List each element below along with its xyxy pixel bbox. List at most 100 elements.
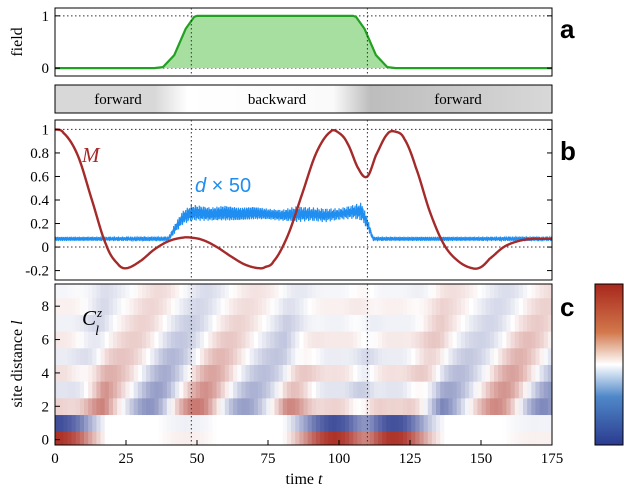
heatmap-cell [262, 381, 267, 399]
heatmap-cell [216, 284, 222, 299]
heatmap-cell [170, 381, 176, 399]
heatmap-cell [419, 414, 425, 432]
heatmap-cell [506, 284, 512, 299]
heatmap-cell [386, 414, 392, 432]
heatmap-cell [241, 364, 247, 382]
heatmap-cell [63, 297, 69, 315]
heatmap-cell [543, 397, 549, 416]
heatmap-cell [340, 297, 346, 315]
heatmap-cell [262, 431, 267, 445]
heatmap-cell [141, 331, 147, 349]
heatmap-cell [282, 414, 288, 432]
heatmap-cell [117, 381, 122, 399]
heatmap-cell [237, 431, 242, 445]
heatmap-cell [83, 431, 89, 445]
heatmap-cell [539, 431, 545, 445]
heatmap-cell [336, 331, 342, 349]
heatmap-cell [518, 397, 524, 416]
heatmap-cell [274, 364, 280, 382]
heatmap-cell [129, 414, 135, 432]
heatmap-cell [224, 431, 230, 445]
heatmap-cell [253, 381, 259, 399]
heatmap-cell [220, 314, 226, 332]
panel-c-letter: c [560, 292, 574, 322]
heatmap-cell [137, 314, 143, 332]
heatmap-cell [170, 284, 176, 299]
heatmap-cell [257, 347, 263, 365]
heatmap-cell [282, 431, 288, 445]
heatmap-cell [440, 414, 445, 432]
heatmap-cell [55, 284, 60, 299]
heatmap-cell [121, 314, 127, 332]
heatmap-cell [249, 284, 255, 299]
heatmap-cell [117, 347, 122, 365]
heatmap-cell [382, 297, 387, 315]
heatmap-cell [386, 297, 392, 315]
heatmap-cell [195, 314, 201, 332]
heatmap-cell [402, 314, 408, 332]
heatmap-cell [92, 297, 98, 315]
heatmap-cell [543, 284, 549, 299]
heatmap-cell [369, 364, 375, 382]
heatmap-cell [150, 331, 155, 349]
heatmap-cell [469, 364, 474, 382]
heatmap-cell [121, 331, 127, 349]
heatmap-cell [543, 431, 549, 445]
heatmap-cell [224, 397, 230, 416]
heatmap-cell [88, 381, 93, 399]
heatmap-cell [423, 381, 429, 399]
panel-b-frame [54, 119, 553, 281]
heatmap-cell [224, 381, 230, 399]
heatmap-cell [104, 364, 110, 382]
heatmap-cell [465, 314, 470, 332]
heatmap-cell [146, 297, 151, 315]
heatmap-cell [452, 364, 458, 382]
heatmap-cell [88, 397, 93, 416]
heatmap-cell [237, 364, 242, 382]
heatmap-cell [407, 431, 412, 445]
heatmap-cell [398, 331, 404, 349]
heatmap-cell [311, 431, 317, 445]
heatmap-cell [88, 314, 93, 332]
heatmap-cell [373, 331, 379, 349]
heatmap-cell [344, 284, 350, 299]
heatmap-cell [311, 414, 317, 432]
heatmap-cell [498, 397, 503, 416]
heatmap-cell [71, 284, 77, 299]
heatmap-cell [278, 414, 284, 432]
heatmap-cell [183, 381, 189, 399]
heatmap-cell [104, 431, 110, 445]
heatmap-cell [179, 314, 184, 332]
heatmap-cell [204, 397, 209, 416]
heatmap-cell [336, 381, 342, 399]
heatmap-cell [286, 347, 292, 365]
heatmap-cell [141, 364, 147, 382]
heatmap-cell [224, 331, 230, 349]
heatmap-cell [241, 347, 247, 365]
heatmap-cell [262, 331, 267, 349]
heatmap-cell [191, 314, 197, 332]
x-axis-label-text: time [286, 471, 314, 488]
heatmap-cell [485, 347, 491, 365]
heatmap-cell [146, 397, 151, 416]
panel-c-ytick-label-0: 0 [42, 433, 50, 449]
heatmap-cell [88, 347, 93, 365]
heatmap-cell [220, 364, 226, 382]
heatmap-cell [477, 331, 483, 349]
heatmap-cell [448, 297, 454, 315]
heatmap-cell [340, 414, 346, 432]
reversal-time-guides [190, 8, 368, 445]
heatmap-cell [245, 314, 251, 332]
heatmap-cell [137, 331, 143, 349]
heatmap-cell [112, 347, 118, 365]
heatmap-cell [187, 364, 193, 382]
heatmap-cell [257, 414, 263, 432]
heatmap-cell [303, 347, 309, 365]
heatmap-cell [179, 364, 184, 382]
panel-b-ytick-label-4: 0.6 [30, 169, 49, 185]
heatmap-cell [440, 364, 445, 382]
heatmap-cell [166, 381, 172, 399]
heatmap-cell [191, 397, 197, 416]
heatmap-cell [489, 347, 495, 365]
heatmap-cell [390, 331, 396, 349]
